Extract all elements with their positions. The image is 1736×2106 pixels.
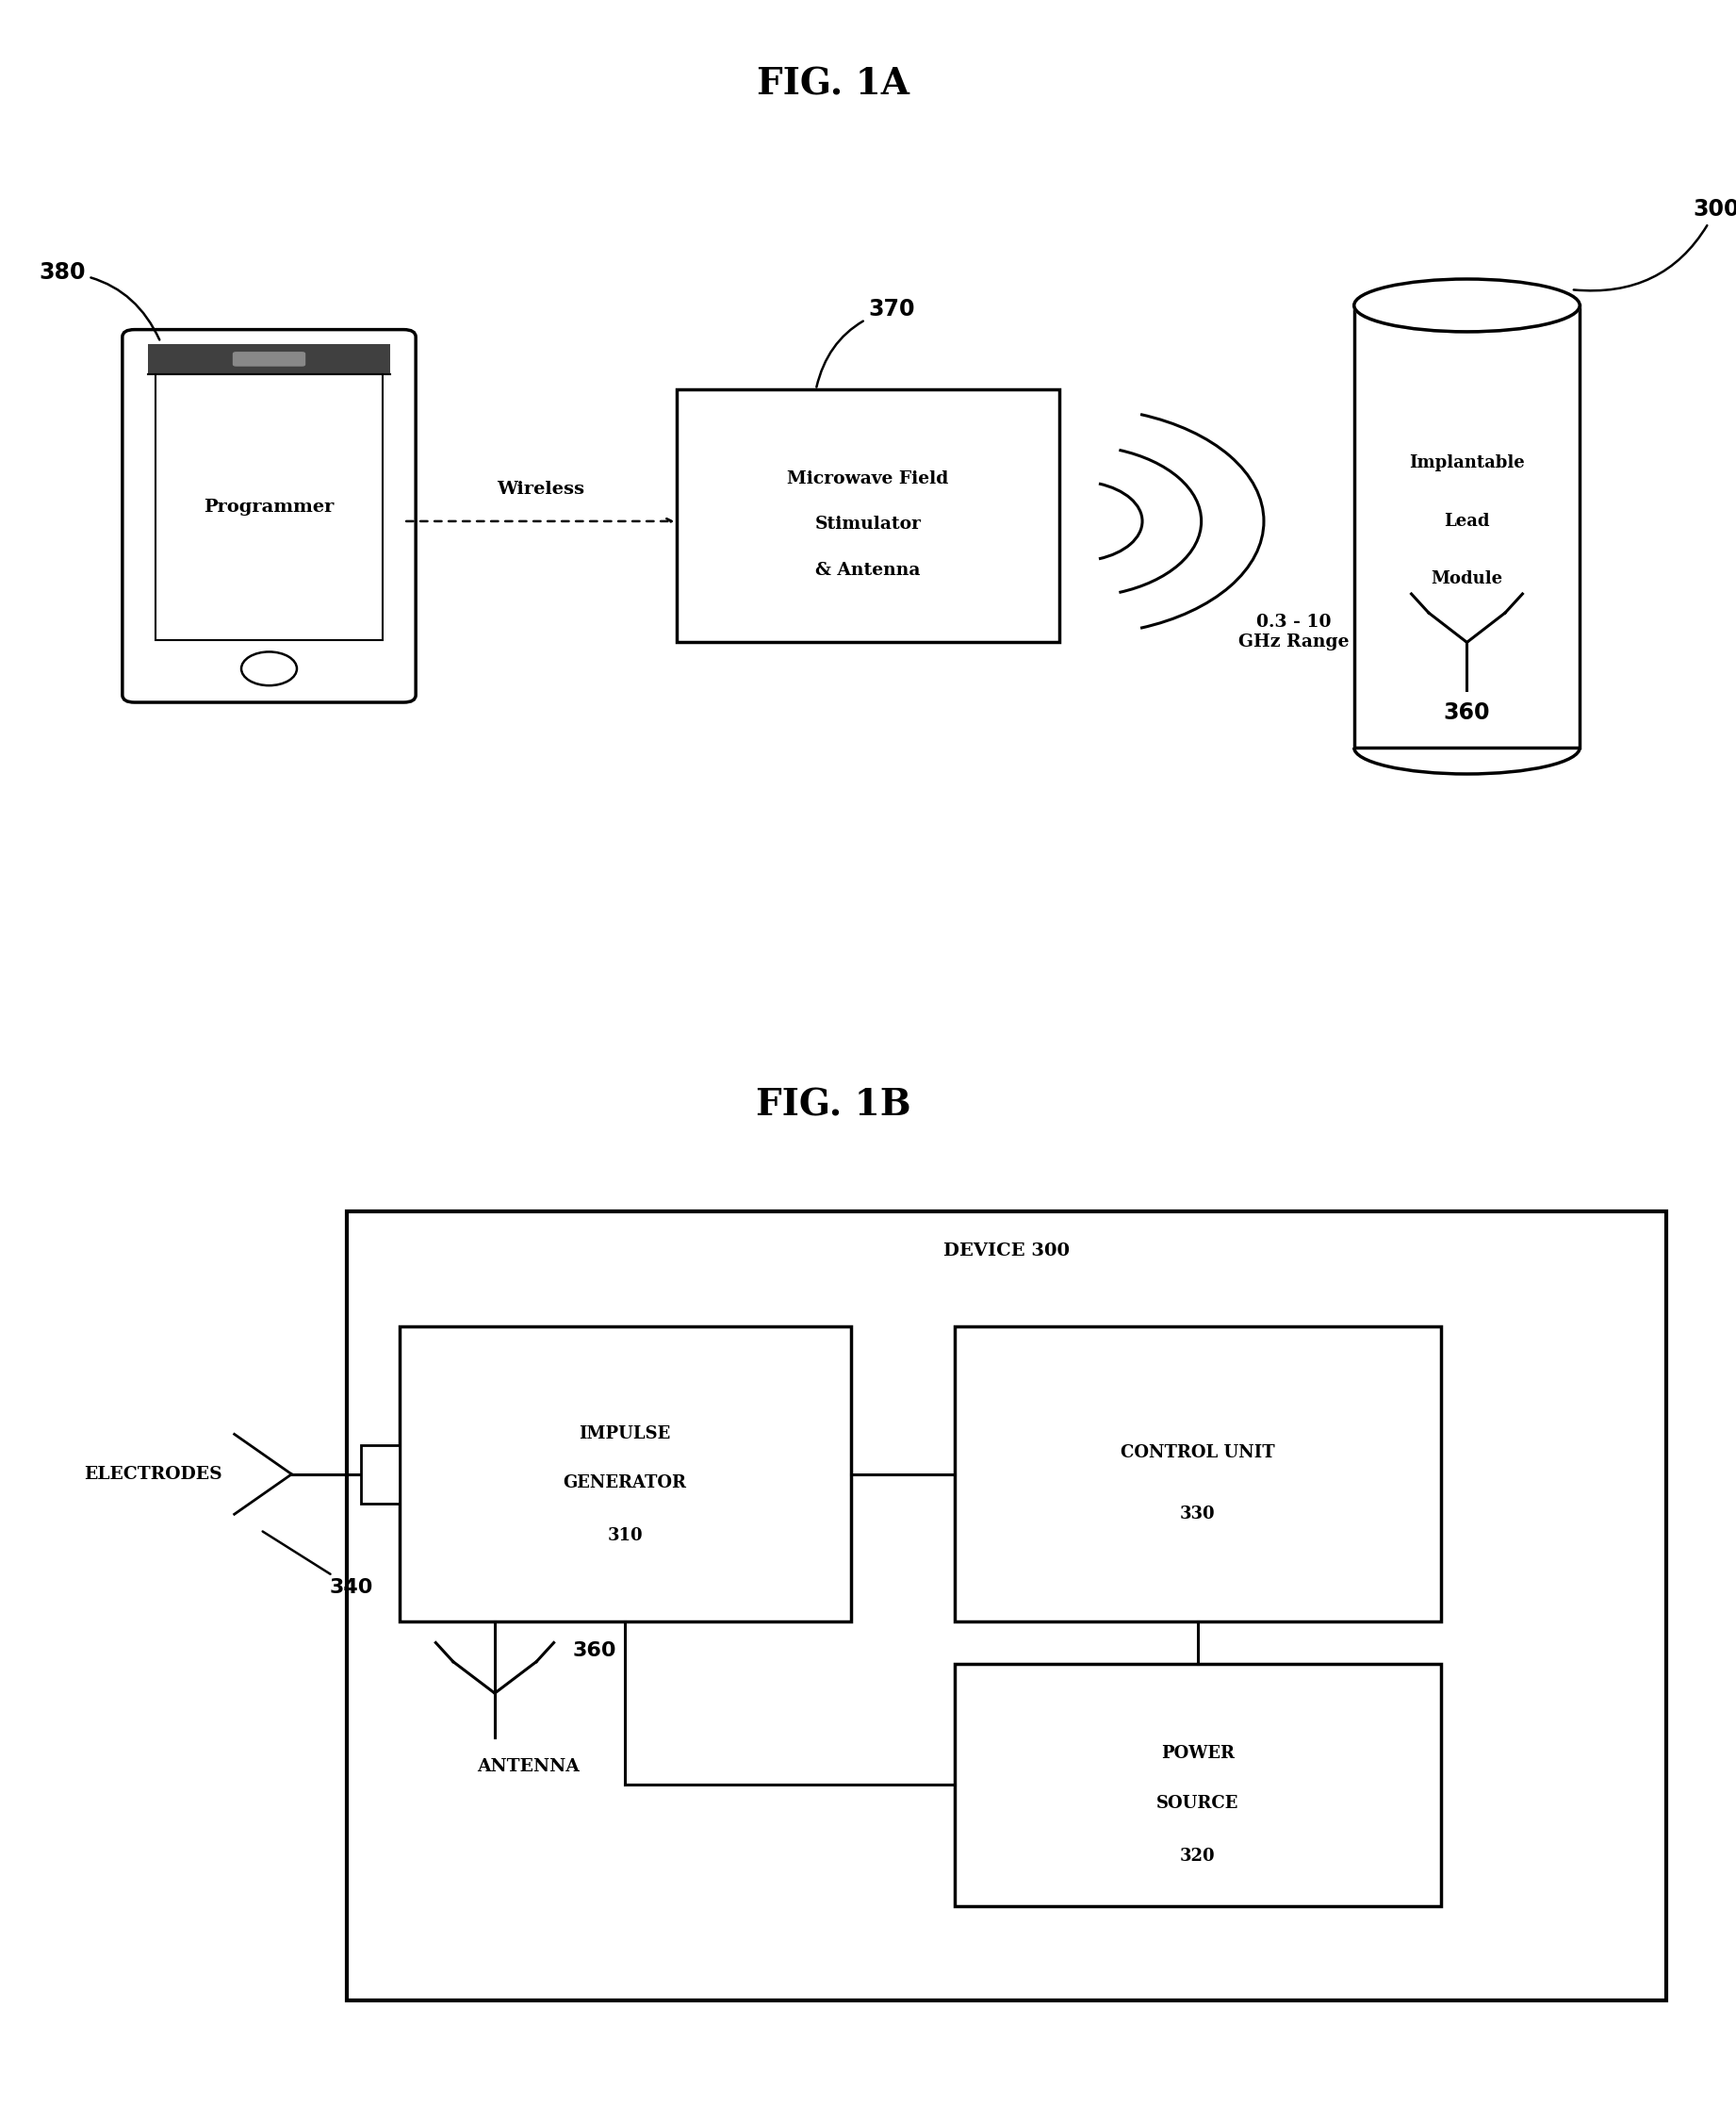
Bar: [149, 343, 391, 375]
Ellipse shape: [1354, 278, 1580, 331]
Text: POWER: POWER: [1161, 1744, 1234, 1763]
Bar: [1354, 305, 1580, 748]
Bar: [399, 1327, 851, 1622]
Text: 0.3 - 10
GHz Range: 0.3 - 10 GHz Range: [1238, 613, 1349, 651]
Text: GENERATOR: GENERATOR: [562, 1474, 687, 1491]
Text: Wireless: Wireless: [496, 480, 583, 499]
Bar: [361, 1445, 399, 1504]
Text: 380: 380: [38, 261, 160, 339]
Text: 320: 320: [1180, 1847, 1215, 1866]
Text: 360: 360: [573, 1643, 616, 1660]
Text: 370: 370: [816, 297, 915, 388]
Text: ANTENNA: ANTENNA: [477, 1759, 580, 1775]
Bar: [156, 375, 384, 640]
Text: & Antenna: & Antenna: [816, 562, 920, 579]
Text: Lead: Lead: [1444, 512, 1489, 531]
Text: Stimulator: Stimulator: [814, 516, 922, 533]
Text: FIG. 1A: FIG. 1A: [757, 65, 910, 103]
Text: FIG. 1B: FIG. 1B: [755, 1087, 911, 1125]
Text: SOURCE: SOURCE: [1156, 1794, 1240, 1813]
Circle shape: [241, 651, 297, 687]
Text: Module: Module: [1430, 571, 1503, 588]
Text: 310: 310: [608, 1527, 642, 1544]
Text: Programmer: Programmer: [203, 499, 335, 516]
Text: 340: 340: [262, 1531, 373, 1596]
Text: CONTROL UNIT: CONTROL UNIT: [1121, 1445, 1274, 1462]
Text: Implantable: Implantable: [1410, 455, 1524, 472]
Bar: [955, 1664, 1441, 1906]
Bar: [955, 1327, 1441, 1622]
Text: DEVICE 300: DEVICE 300: [944, 1243, 1069, 1259]
Text: 300: 300: [1575, 198, 1736, 291]
Bar: [677, 390, 1059, 642]
Text: ELECTRODES: ELECTRODES: [83, 1466, 222, 1483]
FancyBboxPatch shape: [123, 331, 417, 703]
Bar: [347, 1211, 1667, 2001]
Text: Microwave Field: Microwave Field: [786, 470, 950, 489]
Text: IMPULSE: IMPULSE: [580, 1426, 670, 1443]
Text: 360: 360: [1444, 701, 1489, 724]
Text: 330: 330: [1180, 1506, 1215, 1523]
FancyBboxPatch shape: [233, 352, 306, 366]
